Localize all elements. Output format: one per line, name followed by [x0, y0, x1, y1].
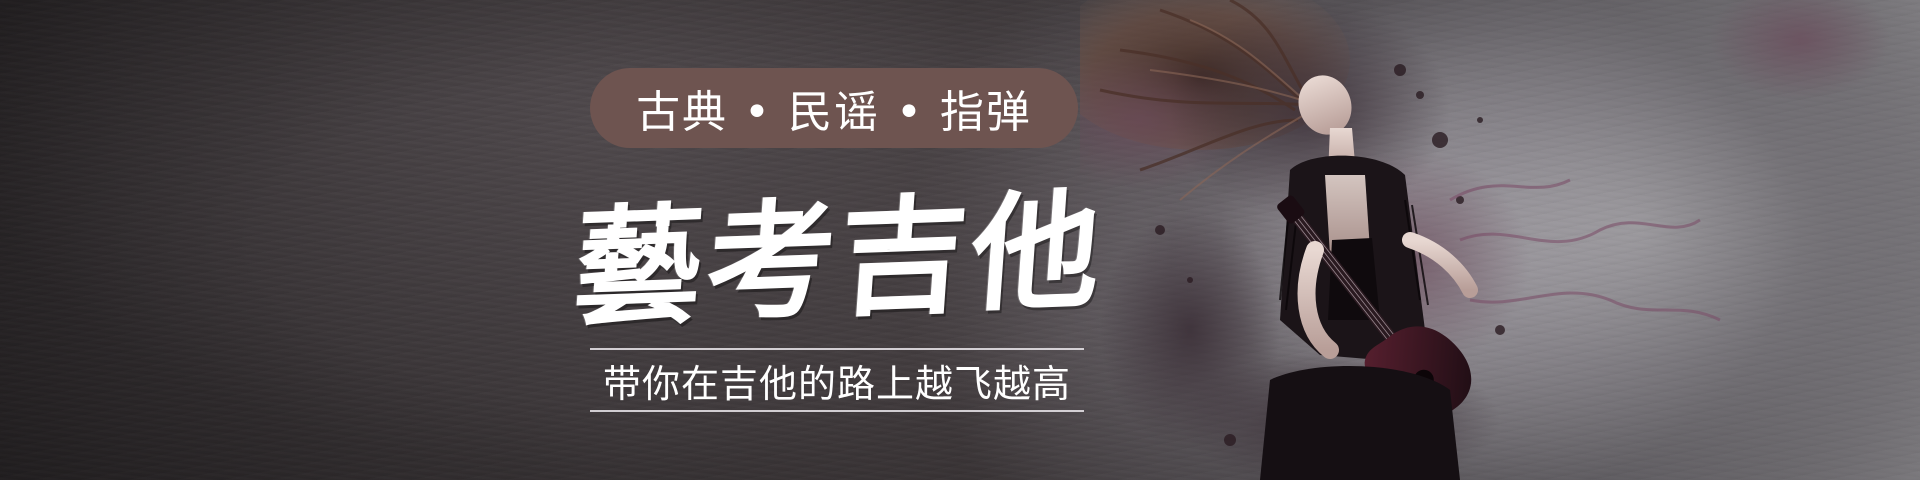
subtitle-divider-top	[590, 348, 1084, 350]
guitarist-illustration	[1080, 0, 1890, 480]
genre-tagline-pill: 古典 • 民谣 • 指弹	[590, 68, 1078, 148]
subtitle-divider-bottom	[590, 410, 1084, 412]
banner-title: 藝考吉他	[569, 175, 1110, 344]
banner-subtitle: 带你在吉他的路上越飞越高	[602, 361, 1071, 406]
